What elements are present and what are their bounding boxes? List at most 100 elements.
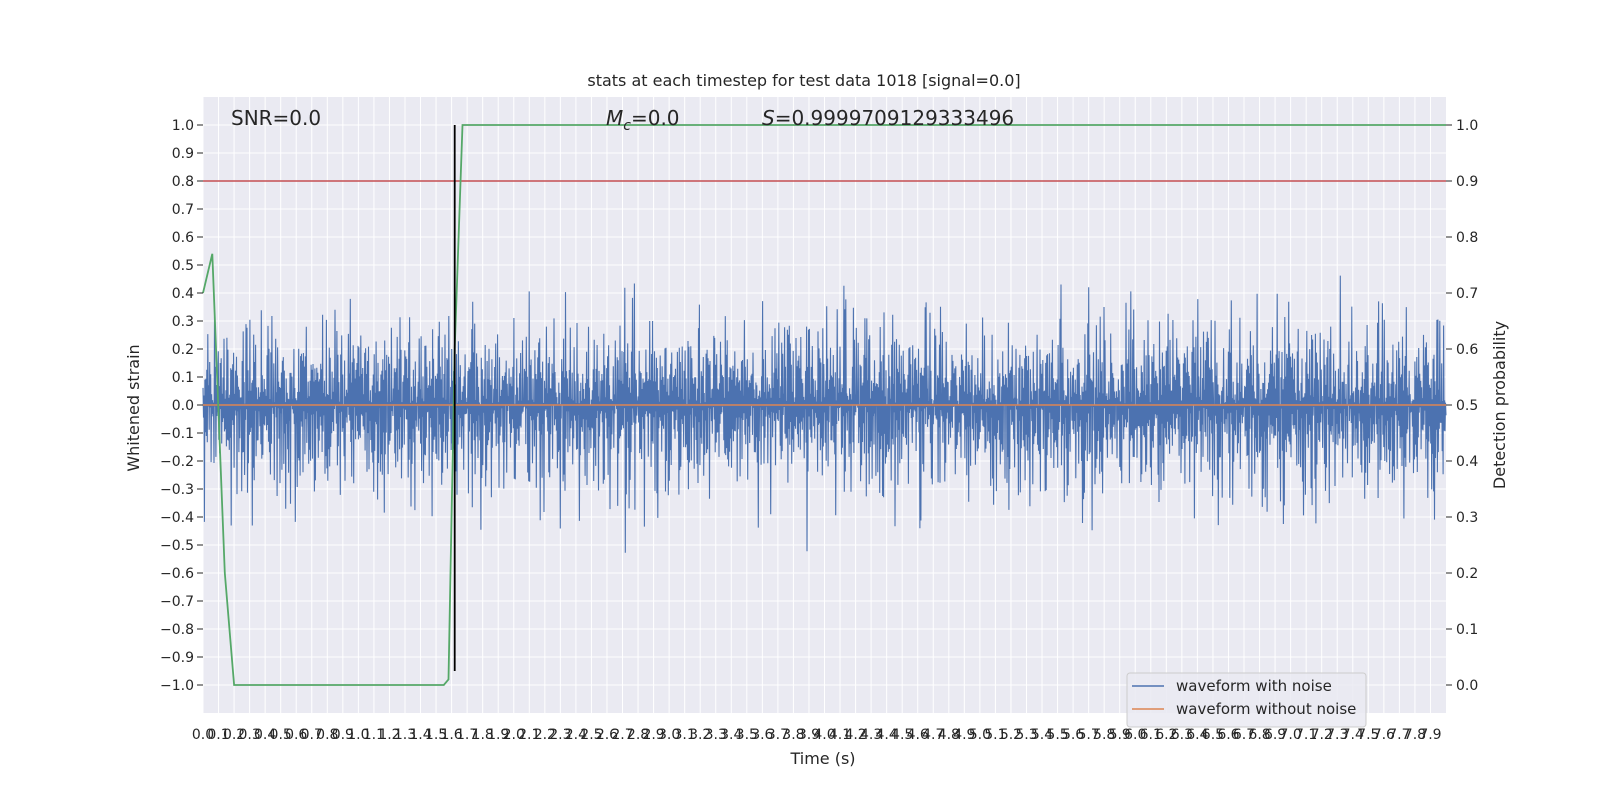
x-tick-label: 2.0: [503, 727, 525, 743]
y-tick-label: −0.8: [160, 622, 194, 638]
x-tick-label: 5.9: [1109, 727, 1131, 743]
legend-label-clean: waveform without noise: [1176, 700, 1356, 718]
y-right-tick-label: 0.0: [1456, 678, 1478, 694]
y-tick-label: 0.8: [172, 174, 194, 190]
x-tick-label: 1.0: [347, 727, 369, 743]
y-right-tick-label: 0.4: [1456, 454, 1478, 470]
x-tick-label: 2.4: [565, 727, 587, 743]
y-tick-label: −0.4: [160, 510, 194, 526]
x-tick-label: 1.3: [394, 727, 416, 743]
x-tick-label: 7.7: [1388, 727, 1410, 743]
x-tick-label: 2.5: [580, 727, 602, 743]
x-tick-label: 6.2: [1155, 727, 1177, 743]
y-tick-label: −1.0: [160, 678, 194, 694]
x-tick-label: 4.0: [813, 727, 835, 743]
y-right-tick-label: 0.9: [1456, 174, 1478, 190]
x-tick-label: 4.8: [938, 727, 960, 743]
x-tick-label: 3.2: [689, 727, 711, 743]
x-tick-label: 2.9: [642, 727, 664, 743]
annotation-mc-subscript: c: [623, 118, 631, 134]
y-right-tick-label: 0.5: [1456, 398, 1478, 414]
x-tick-label: 3.9: [798, 727, 820, 743]
annotation-s: S=0.9999709129333496: [762, 106, 1014, 130]
x-tick-label: 1.7: [456, 727, 478, 743]
legend: waveform with noise waveform without noi…: [1126, 672, 1367, 728]
x-tick-label: 6.3: [1171, 727, 1193, 743]
x-tick-label: 4.4: [876, 727, 898, 743]
x-tick-label: 6.1: [1140, 727, 1162, 743]
annotation-snr: SNR=0.0: [231, 106, 321, 130]
y-tick-label: 0.7: [172, 202, 194, 218]
y-right-tick-label: 0.8: [1456, 230, 1478, 246]
x-tick-label: 6.4: [1186, 727, 1208, 743]
x-tick-label: 6.7: [1233, 727, 1255, 743]
x-tick-label: 4.6: [907, 727, 929, 743]
x-tick-label: 6.9: [1264, 727, 1286, 743]
y-right-tick-label: 0.2: [1456, 566, 1478, 582]
annotation-s-symbol: S: [762, 106, 775, 130]
x-tick-label: 5.6: [1062, 727, 1084, 743]
y-tick-label: 0.2: [172, 342, 194, 358]
y-right-tick-label: 0.7: [1456, 286, 1478, 302]
x-tick-label: 5.3: [1015, 727, 1037, 743]
y-right-tick-label: 0.3: [1456, 510, 1478, 526]
x-tick-label: 2.3: [549, 727, 571, 743]
x-tick-label: 4.2: [844, 727, 866, 743]
x-tick-label: 1.2: [378, 727, 400, 743]
y-tick-label: −0.6: [160, 566, 194, 582]
x-tick-label: 2.7: [611, 727, 633, 743]
y-tick-label: −0.7: [160, 594, 194, 610]
x-tick-label: 7.3: [1326, 727, 1348, 743]
y-tick-label: 0.6: [172, 230, 194, 246]
x-tick-label: 3.0: [658, 727, 680, 743]
y-tick-label: 0.1: [172, 370, 194, 386]
x-tick-label: 7.0: [1279, 727, 1301, 743]
y-tick-label: −0.3: [160, 482, 194, 498]
y-right-tick-label: 0.6: [1456, 342, 1478, 358]
x-tick-label: 4.3: [860, 727, 882, 743]
x-tick-label: 0.0: [192, 727, 214, 743]
x-tick-label: 5.4: [1031, 727, 1053, 743]
x-tick-label: 1.8: [472, 727, 494, 743]
legend-label-noise: waveform with noise: [1176, 677, 1332, 695]
y-tick-label: 0.9: [172, 146, 194, 162]
x-tick-label: 7.5: [1357, 727, 1379, 743]
x-tick-label: 5.1: [984, 727, 1006, 743]
chart-title: stats at each timestep for test data 101…: [587, 71, 1020, 90]
x-tick-label: 4.5: [891, 727, 913, 743]
x-tick-label: 5.5: [1046, 727, 1068, 743]
y-tick-label: 0.3: [172, 314, 194, 330]
x-tick-label: 3.1: [674, 727, 696, 743]
x-tick-label: 3.7: [767, 727, 789, 743]
y-tick-label: 1.0: [172, 118, 194, 134]
annotation-mc-value: =0.0: [631, 106, 680, 130]
y-tick-label: −0.1: [160, 426, 194, 442]
x-tick-label: 7.1: [1295, 727, 1317, 743]
x-tick-label: 0.2: [223, 727, 245, 743]
x-tick-label: 6.0: [1124, 727, 1146, 743]
x-tick-label: 1.1: [363, 727, 385, 743]
legend-box: [1126, 672, 1367, 728]
x-tick-label: 1.6: [440, 727, 462, 743]
x-tick-label: 6.8: [1248, 727, 1270, 743]
x-tick-label: 2.6: [596, 727, 618, 743]
y-tick-label: 0.4: [172, 286, 194, 302]
y-tick-label: 0.0: [172, 398, 194, 414]
y-tick-label: −0.9: [160, 650, 194, 666]
x-tick-label: 3.8: [782, 727, 804, 743]
data-layer: [202, 124, 1447, 686]
x-tick-label: 5.2: [1000, 727, 1022, 743]
x-tick-label: 3.3: [705, 727, 727, 743]
x-tick-label: 1.9: [487, 727, 509, 743]
x-tick-label: 0.6: [285, 727, 307, 743]
x-tick-label: 3.6: [751, 727, 773, 743]
x-tick-label: 1.5: [425, 727, 447, 743]
axes: 0.00.10.20.30.40.50.60.70.80.91.01.11.21…: [160, 118, 1478, 743]
x-tick-label: 3.4: [720, 727, 742, 743]
annotation-mc: Mc=0.0: [606, 106, 680, 134]
x-tick-label: 7.8: [1404, 727, 1426, 743]
x-tick-label: 7.2: [1311, 727, 1333, 743]
x-tick-label: 3.5: [736, 727, 758, 743]
y-tick-label: −0.5: [160, 538, 194, 554]
